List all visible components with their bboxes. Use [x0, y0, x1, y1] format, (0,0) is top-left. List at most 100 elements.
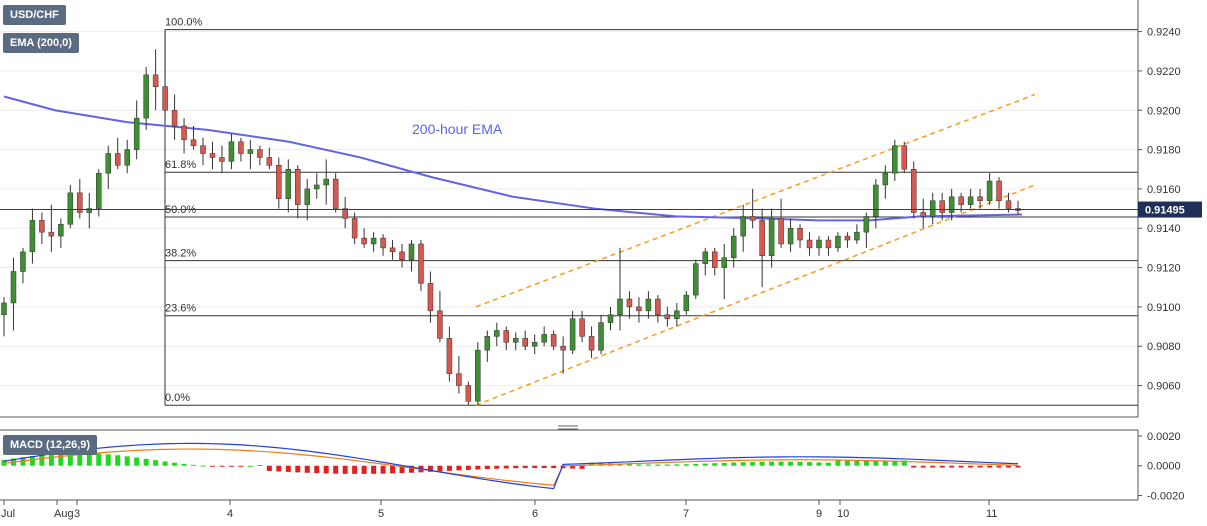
macd-histogram-bar	[446, 465, 452, 471]
candle-body	[977, 196, 983, 201]
candle-body	[863, 216, 870, 233]
candle-body	[778, 218, 784, 245]
candle-body	[683, 294, 690, 312]
y-tick-label: 0.9100	[1147, 302, 1181, 314]
macd-histogram-bar	[456, 465, 462, 471]
macd-histogram-bar	[816, 462, 822, 466]
candle-body	[882, 172, 889, 186]
channel-upper	[475, 93, 1036, 308]
candle-body	[579, 318, 585, 337]
macd-histogram-bar	[532, 465, 538, 468]
macd-histogram-bar	[200, 465, 206, 467]
macd-histogram-bar	[371, 465, 377, 474]
macd-histogram-bar	[181, 463, 187, 466]
macd-histogram-bar	[655, 464, 661, 466]
candle-body	[693, 263, 699, 296]
macd-histogram-bar	[77, 453, 83, 466]
macd-histogram-bar	[96, 453, 102, 466]
macd-histogram-bar	[437, 465, 443, 472]
fib-label: 100.0%	[165, 17, 203, 29]
candles	[1, 29, 1021, 406]
candle-body	[332, 178, 339, 209]
macd-histogram-bar	[295, 465, 301, 473]
candle-body	[446, 338, 453, 374]
candle-body	[162, 86, 168, 111]
candle-body	[626, 298, 633, 308]
candle-body	[494, 330, 500, 337]
macd-histogram-bar	[873, 460, 879, 466]
macd-histogram-bar	[191, 464, 197, 466]
macd-histogram-bar	[276, 465, 282, 472]
macd-histogram-bar	[352, 465, 358, 474]
candle-body	[228, 141, 235, 162]
x-tick-label: Jul	[1, 508, 15, 520]
macd-histogram-bar	[399, 465, 405, 474]
candle-body	[10, 271, 17, 304]
macd-histogram-bar	[769, 461, 775, 466]
macd-histogram-bar	[408, 465, 414, 473]
candle-body	[114, 153, 121, 166]
macd-histogram-bar	[513, 465, 519, 469]
macd-histogram-bar	[702, 463, 708, 466]
macd-histogram-bar	[844, 460, 850, 466]
candle-body	[77, 192, 83, 213]
macd-histogram-bar	[958, 465, 964, 468]
candle-body	[958, 196, 964, 205]
macd-histogram-bar	[484, 465, 490, 470]
candle-body	[285, 168, 292, 199]
current-price-label: 0.91495	[1145, 205, 1185, 217]
macd-histogram-bar	[987, 465, 993, 468]
indicator-label[interactable]: EMA (200,0)	[3, 33, 79, 53]
macd-histogram-bar	[977, 465, 983, 468]
macd-histogram-bar	[835, 460, 841, 466]
candle-body	[475, 349, 481, 402]
candle-body	[787, 227, 794, 245]
macd-histogram-bar	[333, 465, 339, 474]
ema-polyline	[3, 95, 1023, 222]
macd-histogram-bar	[1015, 465, 1021, 468]
ema-line	[3, 95, 1023, 222]
macd-histogram-bar	[882, 460, 888, 466]
candle-body	[797, 227, 803, 241]
candle-body	[986, 180, 993, 201]
candle-body	[276, 165, 282, 199]
macd-histogram-bar	[731, 462, 737, 466]
candle-body	[901, 145, 908, 170]
y-tick-label: 0.9180	[1147, 145, 1181, 157]
candle-body	[86, 208, 93, 213]
candle-body	[939, 200, 945, 213]
candle-body	[768, 218, 775, 257]
x-tick-label: 10	[837, 508, 849, 520]
x-tick-label: 9	[816, 508, 822, 520]
candle-body	[730, 235, 737, 258]
macd-histogram-bar	[579, 465, 585, 469]
candle-body	[503, 330, 510, 343]
candle-body	[389, 247, 396, 253]
candle-body	[636, 306, 642, 312]
macd-panel: 0.0020 0.0000 -0.0020	[1, 431, 1184, 503]
macd-histogram-bar	[115, 455, 121, 466]
candle-body	[759, 220, 765, 257]
candle-body	[674, 310, 680, 319]
macd-histogram-bar	[266, 465, 272, 471]
macd-histogram-bar	[863, 460, 869, 466]
candle-body	[58, 224, 64, 237]
candle-body	[20, 251, 26, 272]
macd-histogram-bar	[901, 460, 907, 466]
candle-body	[711, 251, 718, 268]
current-price-box	[1138, 201, 1202, 218]
candle-body	[598, 322, 604, 351]
y-tick-label: 0.9060	[1147, 381, 1181, 393]
candle-body	[844, 235, 851, 241]
macd-label[interactable]: MACD (12,26,9)	[3, 435, 98, 455]
macd-tick-label: 0.0000	[1147, 461, 1181, 473]
candle-body	[1005, 200, 1012, 209]
macd-histogram-bar	[257, 464, 263, 466]
candle-body	[617, 298, 623, 315]
macd-histogram-bar	[86, 453, 92, 466]
symbol-label[interactable]: USD/CHF	[3, 5, 66, 25]
candle-body	[342, 208, 348, 219]
divider-handle[interactable]	[558, 425, 578, 430]
macd-histogram-bar	[570, 465, 576, 469]
candle-body	[257, 149, 263, 158]
